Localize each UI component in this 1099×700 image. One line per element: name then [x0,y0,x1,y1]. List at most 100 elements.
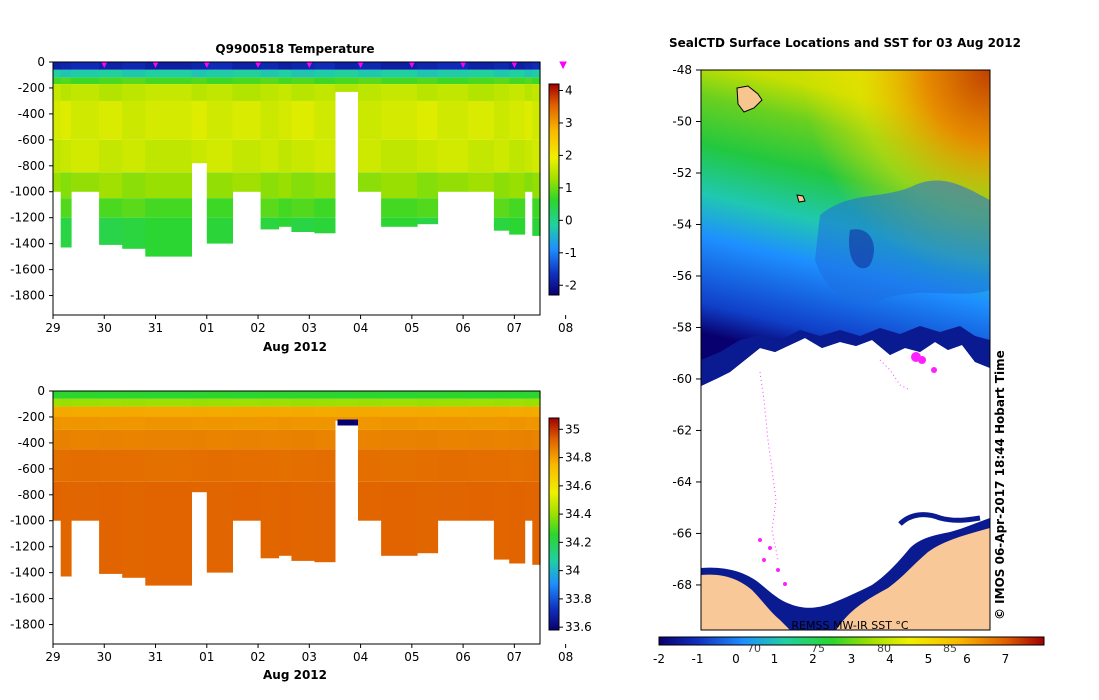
profile-cell [278,198,292,218]
profile-cell [278,100,292,140]
profile-cell [278,416,292,430]
y-tick-label: -200 [18,410,45,424]
profile-cell [493,139,510,173]
salinity-panel: 0 -200 -400 -600 -800 -1000 -1200 -1400 -1600 -18… [10,384,592,682]
profile-cell [493,449,510,482]
profile-cell [53,449,62,482]
profile-cell [314,217,336,234]
profile-cell [99,481,123,574]
profile-cell [358,449,382,482]
profile-cell [70,416,100,430]
profile-cell [291,62,316,70]
profile-cell [191,416,208,430]
profile-cell [291,416,316,430]
profile-cell [334,398,359,407]
profile-cell [381,100,418,140]
profile-cell [122,77,146,85]
profile-cell [145,429,192,450]
profile-cell [468,449,495,482]
salinity-x-axis: 29 30 31 01 02 03 04 05 06 07 08 [45,644,573,664]
profile-cell [532,416,541,430]
profile-cell [122,429,146,450]
profile-cell [291,481,316,561]
profile-cell [291,77,316,85]
lat-tick-label: -66 [672,526,692,540]
profile-cell [291,429,316,450]
profile-cell [232,391,262,399]
profile-marker [101,62,108,68]
profile-cell [206,481,233,573]
profile-cell [260,172,280,199]
profile-cell [358,406,382,417]
profile-cell [60,100,72,140]
profile-cell [417,69,439,78]
profile-cell [524,429,533,450]
profile-cell [191,62,208,70]
profile-cell [191,481,208,493]
profile-cell [232,62,262,70]
profile-cell [99,391,123,399]
profile-cell [278,84,292,101]
profile-cell [191,69,208,78]
profile-cell [509,77,526,85]
colorbar-tick-label: 35 [565,422,580,436]
profile-cell [60,69,72,78]
profile-cell [278,398,292,407]
x-tick-label: 07 [507,650,522,664]
profile-cell [206,416,233,430]
profile-cell [191,449,208,482]
profile-cell [381,77,418,85]
profile-cell [291,100,316,140]
profile-cell [291,398,316,407]
profile-cell [145,198,192,218]
profile-cell [53,429,62,450]
lat-tick-label: -64 [672,475,692,489]
profile-cell [417,449,439,482]
profile-cell [417,100,439,140]
profile-cell [532,69,541,78]
profile-cell [53,84,62,101]
profile-cell [145,172,192,199]
profile-cell [206,172,233,199]
profile-cell [524,62,533,70]
profile-cell [509,84,526,101]
lat-tick-label: -54 [672,217,692,231]
profile-cell [191,84,208,101]
profile-cell [509,69,526,78]
profile-cell [70,69,100,78]
x-tick-label: 01 [199,321,214,335]
profile-cell [206,77,233,85]
colorbar-tick-label: 2 [565,148,573,162]
profile-cell [260,69,280,78]
profile-cell [532,449,541,482]
profile-cell [437,406,469,417]
colorbar-tick-label: -2 [565,278,577,292]
profile-cell [99,100,123,140]
map-colorbar-label: -2 [653,652,665,666]
profile-cell [437,77,469,85]
profile-cell [53,139,62,173]
ice-shelf-edge [898,512,981,526]
y-tick-label: -200 [18,81,45,95]
profile-cell [524,416,533,430]
profile-cell [291,139,316,173]
cold-water-eddy [849,229,874,269]
profile-cell [314,69,336,78]
profile-cell [334,416,359,421]
profile-cell [334,77,359,85]
profile-cell [60,406,72,417]
x-tick-label: 06 [455,321,470,335]
map-colorbar-label: 7 [1002,652,1010,666]
seal-position [931,367,937,373]
y-tick-label: 0 [37,55,45,69]
profile-cell [468,69,495,78]
profile-cell [70,406,100,417]
profile-cell [53,100,62,140]
profile-cell [291,84,316,101]
x-tick-label: 31 [148,650,163,664]
profile-cell [532,217,541,236]
profile-cell [437,429,469,450]
profile-cell [468,77,495,85]
profile-cell [468,398,495,407]
profile-cell [314,77,336,85]
